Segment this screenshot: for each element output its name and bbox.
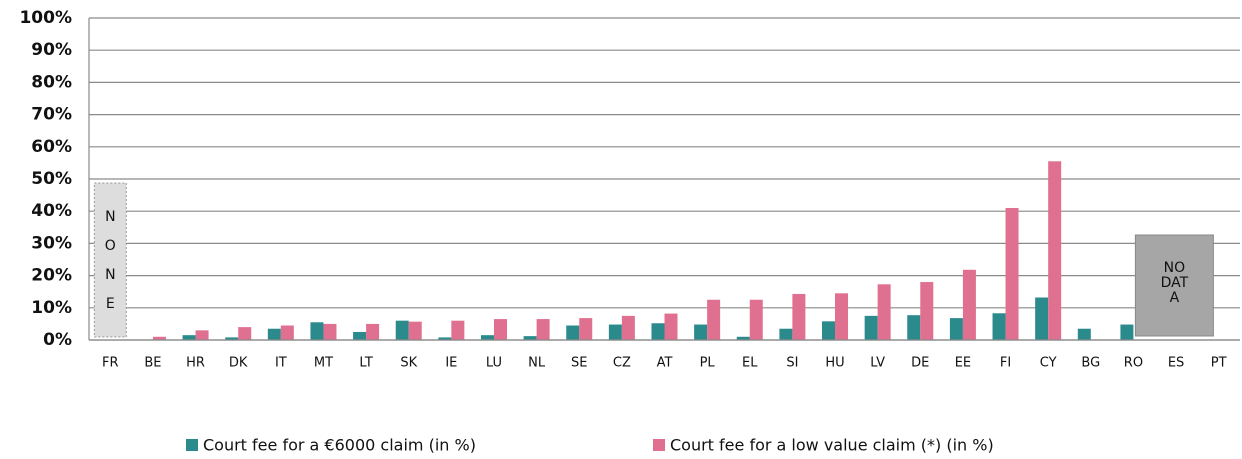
bar: [664, 313, 678, 340]
bar: [353, 331, 367, 340]
y-tick-label: 80%: [31, 72, 72, 92]
bar: [822, 321, 836, 340]
bar: [621, 315, 635, 340]
legend-label: Court fee for a €6000 claim (in %): [203, 436, 476, 455]
y-tick-label: 10%: [31, 298, 72, 318]
bar: [536, 319, 550, 340]
bar: [225, 337, 239, 340]
annotation-box: [1134, 234, 1214, 337]
annotation-box: [93, 182, 127, 338]
bar: [566, 325, 580, 340]
x-tick-label: CY: [1040, 356, 1057, 371]
bar: [267, 328, 281, 340]
x-tick-label: NL: [528, 356, 546, 371]
x-tick-label: SK: [400, 356, 417, 371]
x-tick-label: IE: [445, 356, 457, 371]
x-tick-label: PL: [700, 356, 716, 371]
bar: [1120, 324, 1134, 340]
bar: [438, 337, 452, 340]
x-tick-label: PT: [1211, 356, 1227, 371]
x-tick-label: DE: [911, 356, 929, 371]
bar: [408, 321, 422, 340]
legend-label: Court fee for a low value claim (*) (in …: [670, 436, 994, 455]
bar: [451, 320, 465, 340]
annotation-text: O: [105, 238, 116, 254]
bar: [792, 293, 806, 340]
bar: [749, 299, 763, 340]
x-tick-label: SE: [571, 356, 587, 371]
bar: [835, 293, 849, 340]
bar: [280, 325, 294, 340]
x-tick-label: FI: [1000, 356, 1011, 371]
bar: [992, 313, 1006, 340]
bar: [877, 284, 891, 340]
annotation-text: A: [1170, 290, 1180, 306]
bar: [651, 323, 665, 340]
x-tick-label: SI: [786, 356, 798, 371]
bar: [310, 322, 324, 340]
bar: [366, 323, 380, 340]
bar: [323, 323, 337, 340]
x-tick-label: DK: [229, 356, 248, 371]
x-tick-label: LU: [486, 356, 502, 371]
bar: [395, 320, 409, 340]
x-tick-label: BE: [144, 356, 161, 371]
bar: [1048, 161, 1062, 340]
bar: [962, 269, 976, 340]
x-tick-label: EL: [742, 356, 758, 371]
annotation-text: E: [106, 296, 115, 312]
x-tick-label: AT: [657, 356, 673, 371]
y-tick-label: 50%: [31, 169, 72, 189]
x-tick-label: HR: [186, 356, 205, 371]
bar: [707, 299, 721, 340]
y-tick-label: 90%: [31, 40, 72, 60]
bar: [523, 336, 537, 340]
bar: [779, 328, 793, 340]
y-tick-label: 70%: [31, 105, 72, 125]
bar: [949, 318, 963, 340]
legend-swatch: [653, 439, 665, 451]
x-tick-label: CZ: [613, 356, 631, 371]
bar: [920, 282, 934, 340]
bar: [736, 336, 750, 340]
x-tick-label: RO: [1124, 356, 1143, 371]
annotation-text: N: [105, 267, 115, 283]
bar: [1035, 297, 1049, 340]
y-tick-label: 100%: [19, 8, 72, 28]
bar: [493, 319, 507, 340]
annotation-text: NO: [1164, 260, 1186, 276]
bar: [1005, 207, 1019, 340]
x-tick-label: EE: [955, 356, 971, 371]
bar: [480, 335, 494, 340]
bar: [864, 315, 878, 340]
y-tick-label: 40%: [31, 201, 72, 221]
x-tick-label: MT: [314, 356, 333, 371]
bar: [182, 335, 196, 340]
bar: [907, 315, 921, 340]
x-tick-label: FR: [102, 356, 119, 371]
x-tick-label: BG: [1081, 356, 1100, 371]
y-tick-label: 20%: [31, 266, 72, 286]
y-tick-label: 30%: [31, 233, 72, 253]
legend-swatch: [186, 439, 198, 451]
bar: [694, 324, 708, 340]
bar: [1077, 328, 1091, 340]
x-tick-label: LT: [359, 356, 372, 371]
y-tick-label: 0%: [43, 330, 72, 350]
bar: [195, 330, 209, 340]
bar: [238, 327, 252, 340]
annotation-text: N: [105, 209, 115, 225]
x-tick-label: ES: [1168, 356, 1184, 371]
x-tick-label: LV: [870, 356, 885, 371]
bar: [608, 324, 622, 340]
bar: [579, 318, 593, 340]
x-tick-label: IT: [275, 356, 287, 371]
annotation-text: DAT: [1161, 275, 1189, 291]
bar: [152, 336, 166, 340]
y-tick-label: 60%: [31, 137, 72, 157]
x-tick-label: HU: [825, 356, 844, 371]
